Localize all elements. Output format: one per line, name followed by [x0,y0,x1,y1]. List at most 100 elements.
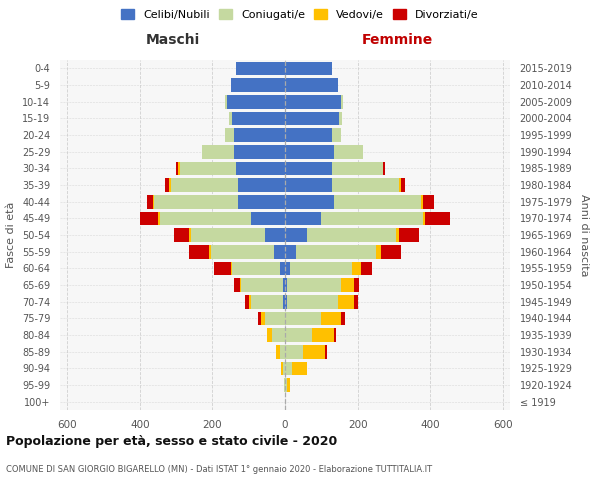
Bar [191,228,265,242]
Bar [238,178,285,192]
Bar [285,95,341,108]
Bar [272,328,285,342]
Bar [230,262,232,275]
Bar [341,312,345,325]
Bar [285,128,332,142]
Bar [425,212,450,225]
Bar [262,312,265,325]
Bar [214,262,230,275]
Bar [154,195,238,208]
Bar [232,112,285,125]
Bar [238,195,285,208]
Bar [296,245,376,258]
Legend: Celibi/Nubili, Coniugati/e, Vedovi/e, Divorziati/e: Celibi/Nubili, Coniugati/e, Vedovi/e, Di… [118,6,482,23]
Bar [170,178,238,192]
Bar [189,245,209,258]
Bar [285,112,340,125]
Bar [158,212,160,225]
Bar [285,362,292,375]
Bar [401,178,405,192]
Bar [283,295,285,308]
Bar [225,128,234,142]
Bar [332,128,341,142]
Bar [267,328,272,342]
Y-axis label: Fasce di età: Fasce di età [7,202,16,268]
Bar [225,95,227,108]
Bar [285,328,312,342]
Bar [354,295,358,308]
Bar [423,212,425,225]
Bar [234,128,285,142]
Bar [287,295,338,308]
Text: Maschi: Maschi [145,32,200,46]
Bar [285,162,332,175]
Bar [283,278,285,292]
Bar [325,345,327,358]
Bar [285,378,287,392]
Bar [334,145,363,158]
Bar [245,295,249,308]
Bar [285,78,338,92]
Bar [178,162,180,175]
Bar [395,228,400,242]
Bar [285,262,290,275]
Bar [265,312,285,325]
Bar [285,145,334,158]
Bar [285,212,321,225]
Bar [239,278,241,292]
Bar [332,178,400,192]
Text: Popolazione per età, sesso e stato civile - 2020: Popolazione per età, sesso e stato civil… [6,435,337,448]
Bar [281,362,283,375]
Bar [230,78,285,92]
Bar [211,245,274,258]
Bar [251,295,283,308]
Bar [354,278,359,292]
Bar [292,362,307,375]
Bar [340,112,343,125]
Bar [274,245,285,258]
Bar [152,195,154,208]
Bar [285,178,332,192]
Bar [140,212,158,225]
Bar [303,345,325,358]
Bar [307,228,395,242]
Bar [251,212,285,225]
Bar [285,245,296,258]
Bar [321,312,341,325]
Bar [175,228,189,242]
Bar [421,195,423,208]
Bar [285,228,307,242]
Bar [232,262,280,275]
Bar [236,62,285,75]
Bar [283,362,285,375]
Bar [285,278,287,292]
Bar [334,195,421,208]
Bar [383,162,385,175]
Bar [209,245,211,258]
Bar [285,62,332,75]
Bar [321,212,423,225]
Bar [361,262,372,275]
Bar [265,228,285,242]
Text: Femmine: Femmine [362,32,433,46]
Bar [180,162,236,175]
Bar [280,262,285,275]
Bar [376,245,381,258]
Bar [381,245,401,258]
Bar [341,278,354,292]
Bar [241,278,283,292]
Bar [165,178,169,192]
Bar [285,312,321,325]
Bar [285,195,334,208]
Bar [189,228,191,242]
Bar [276,345,280,358]
Bar [400,178,401,192]
Bar [202,145,234,158]
Bar [423,195,434,208]
Text: COMUNE DI SAN GIORGIO BIGARELLO (MN) - Dati ISTAT 1° gennaio 2020 - Elaborazione: COMUNE DI SAN GIORGIO BIGARELLO (MN) - D… [6,465,432,474]
Bar [332,162,383,175]
Bar [160,212,251,225]
Bar [285,295,287,308]
Bar [234,278,239,292]
Bar [287,278,341,292]
